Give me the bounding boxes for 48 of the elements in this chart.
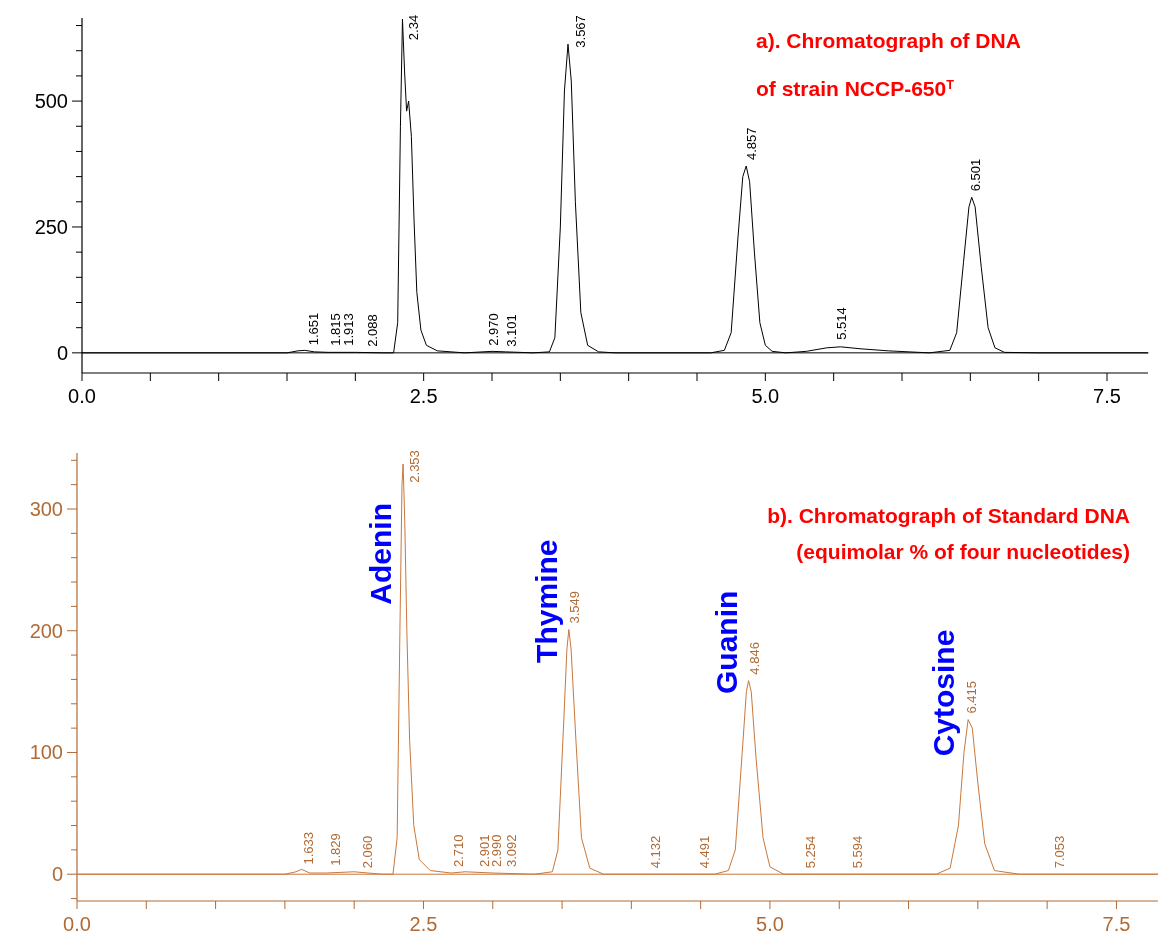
annotation: 3.567 (573, 15, 589, 48)
annotation: 3.092 (503, 834, 519, 867)
annotation: Cytosine (927, 629, 961, 757)
annotation: 1.815 (328, 313, 344, 346)
annotation: 5.514 (833, 307, 849, 340)
y-tick-label: 0 (56, 341, 68, 364)
annotation: Thymine (529, 539, 563, 663)
annotation: 2.970 (485, 313, 501, 346)
y-tick-label: 200 (29, 619, 63, 642)
annotation: 6.501 (968, 158, 984, 192)
text: a). Chromatograph of DNA (756, 29, 1021, 52)
annotation: 4.491 (697, 835, 713, 869)
x-tick-label: 7.5 (1093, 385, 1121, 407)
annotation: 1.913 (341, 313, 357, 346)
annotation: 1.829 (328, 833, 344, 866)
annotation: 1.651 (305, 312, 321, 346)
annotation: 5.594 (850, 835, 866, 869)
x-tick-label: 7.5 (1102, 913, 1131, 935)
x-tick-label: 2.5 (409, 913, 438, 935)
annotation: 4.846 (746, 642, 762, 675)
x-tick-label: 0.0 (63, 913, 91, 935)
annotation: 2.34 (405, 14, 421, 41)
annotation: 7.053 (1052, 835, 1068, 869)
x-tick-label: 5.0 (756, 913, 784, 935)
text: b). Chromatograph of Standard DNA (767, 504, 1130, 527)
annotation: 4.857 (743, 127, 759, 161)
y-tick-label: 100 (29, 741, 63, 764)
text: of strain NCCP-650$^{T}$ (756, 77, 955, 100)
y-tick-label: 300 (29, 498, 63, 520)
annotation: Adenin (364, 503, 398, 605)
text: (equimolar % of four nucleotides) (796, 540, 1130, 563)
x-tick-label: 0.0 (68, 385, 96, 407)
annotation: 2.060 (360, 835, 376, 869)
y-tick-label: 500 (34, 90, 68, 113)
annotation: 1.633 (301, 832, 317, 865)
annotation: Guanin (709, 590, 743, 694)
annotation: 2.710 (450, 834, 466, 867)
annotation: 2.088 (365, 314, 381, 347)
annotation: 2.353 (407, 450, 423, 483)
y-tick-label: 250 (34, 215, 68, 238)
y-tick-label: 0 (51, 863, 63, 886)
annotation: 5.254 (803, 835, 819, 869)
annotation: 3.101 (503, 314, 519, 347)
annotation: 6.415 (964, 681, 980, 714)
annotation: 4.132 (647, 835, 663, 869)
x-tick-label: 2.5 (409, 385, 438, 407)
x-tick-label: 5.0 (751, 385, 780, 407)
annotation: 3.549 (566, 590, 582, 624)
